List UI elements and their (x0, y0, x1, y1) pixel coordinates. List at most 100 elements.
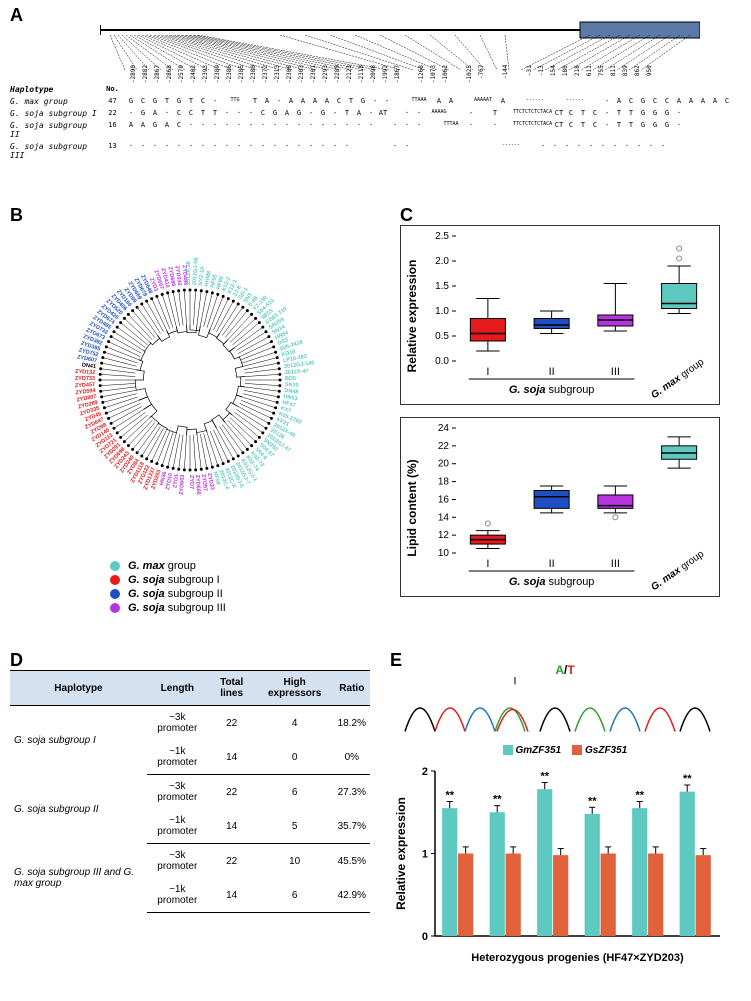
table-header: Ratio (334, 671, 370, 706)
table-header: Total lines (208, 671, 256, 706)
position-label: -2868 (161, 65, 173, 83)
position-label: -1867 (389, 65, 401, 83)
position-label: -2313 (269, 65, 281, 83)
position-label: 154 (545, 65, 557, 83)
circular-tree: 2012X-382012GJ-58NYZ-10HHM8HF55HF90K12-2… (10, 210, 370, 550)
svg-text:G. max group: G. max group (649, 356, 706, 401)
position-label: -2293 (317, 65, 329, 83)
svg-text:14: 14 (438, 512, 450, 523)
svg-text:ZYD733: ZYD733 (75, 376, 95, 382)
svg-text:**: ** (540, 771, 549, 783)
position-label: -2389 (209, 65, 221, 83)
svg-text:1.5: 1.5 (435, 281, 449, 292)
position-label: -2882 (137, 65, 149, 83)
position-label: -2118 (353, 65, 365, 83)
position-label: -13 (533, 65, 545, 83)
svg-text:**: ** (635, 790, 644, 802)
table-row: G. soja subgroup I~3k promoter22418.2% (10, 706, 370, 741)
position-label: -2890 (125, 65, 137, 83)
table-header: High expressors (256, 671, 334, 706)
svg-text:1.0: 1.0 (435, 306, 449, 317)
position-label: -1268 (413, 65, 425, 83)
position-label: -1062 (437, 65, 449, 83)
svg-text:24: 24 (438, 423, 450, 434)
panel-d: D HaplotypeLengthTotal linesHigh express… (10, 655, 370, 885)
legend-item: G. soja subgroup II (110, 588, 380, 600)
position-label: -2380 (245, 65, 257, 83)
table-row: G. soja subgroup III and G. max group~3k… (10, 844, 370, 879)
sequence-row: G. soja subgroup III13·········-········… (10, 142, 733, 160)
svg-text:10: 10 (438, 548, 450, 559)
svg-text:II: II (549, 366, 555, 378)
panel-d-label: D (10, 650, 23, 671)
svg-text:III: III (611, 366, 620, 378)
panel-b-label: B (10, 205, 23, 226)
position-label (449, 65, 461, 83)
svg-text:III: III (611, 558, 620, 570)
position-label: -2385 (233, 65, 245, 83)
position-label: -2393 (197, 65, 209, 83)
position-label: 755 (593, 65, 605, 83)
svg-text:16: 16 (438, 494, 450, 505)
position-label: 218 (569, 65, 581, 83)
svg-text:20: 20 (438, 459, 450, 470)
panel-c: C 0.00.51.01.52.02.5Relative expressionI… (400, 210, 735, 640)
svg-text:Lipid content (%): Lipid content (%) (405, 459, 419, 556)
chromatogram-label: A/T (390, 663, 740, 677)
position-label: 611 (581, 65, 593, 83)
svg-text:2.5: 2.5 (435, 231, 449, 242)
bar-chart: 012Relative expression************Hetero… (390, 756, 730, 966)
svg-text:ZYD603: ZYD603 (179, 475, 186, 496)
svg-text:2.0: 2.0 (435, 256, 449, 267)
position-label (485, 65, 497, 83)
svg-text:0.5: 0.5 (435, 331, 449, 342)
position-label: -767 (473, 65, 485, 83)
position-label: -2123 (341, 65, 353, 83)
sequence-row: G. max group47GCGTGTC-TTGTA-AAAACTG--TTA… (10, 97, 733, 106)
panel-b: B 2012X-382012GJ-58NYZ-10HHM8HF55HF90K12… (10, 210, 380, 640)
position-label: -2289 (329, 65, 341, 83)
svg-text:II: II (549, 558, 555, 570)
sequence-table: -2890-2882-2867-2868-2579-2402-2393-2389… (10, 65, 733, 163)
svg-text:Heterozygous progenies (HF47×Z: Heterozygous progenies (HF47×ZYD203) (471, 952, 684, 964)
position-label: -2402 (185, 65, 197, 83)
svg-text:18: 18 (438, 477, 450, 488)
table-row: G. soja subgroup II~3k promoter22627.3% (10, 775, 370, 810)
svg-text:**: ** (445, 790, 454, 802)
svg-text:ZYD132: ZYD132 (75, 369, 96, 376)
svg-text:2012X-47: 2012X-47 (285, 369, 309, 376)
position-label: 811 (605, 65, 617, 83)
legend-item: G. soja subgroup III (110, 602, 380, 614)
position-label: -2579 (173, 65, 185, 83)
boxplot-lipid: 1012141618202224Lipid content (%)IIIIIIG… (400, 417, 720, 597)
position-label: -144 (497, 65, 509, 83)
haplotype-header: Haplotype (10, 85, 100, 94)
position-label (509, 65, 521, 83)
svg-text:I: I (486, 558, 489, 570)
panel-e-label: E (390, 650, 402, 671)
position-label: -2303 (293, 65, 305, 83)
position-label: -2867 (149, 65, 161, 83)
position-label: 180 (557, 65, 569, 83)
table-header: Haplotype (10, 671, 147, 706)
position-label: 950 (641, 65, 653, 83)
panel-a: A -2890-2882-2867-2868-2579-2402-2393-23… (10, 5, 740, 195)
haplotype-table: HaplotypeLengthTotal linesHigh expressor… (10, 670, 370, 913)
svg-text:1: 1 (422, 849, 428, 861)
svg-text:0.0: 0.0 (435, 356, 449, 367)
position-label: -31 (521, 65, 533, 83)
position-label: -1073 (425, 65, 437, 83)
svg-text:Relative expression: Relative expression (394, 797, 408, 910)
position-label: -2301 (305, 65, 317, 83)
svg-text:2: 2 (422, 766, 428, 778)
position-label: -2386 (221, 65, 233, 83)
table-header: Length (147, 671, 208, 706)
position-label: -2372 (257, 65, 269, 83)
svg-text:**: ** (493, 794, 502, 806)
svg-text:22: 22 (438, 441, 450, 452)
legend-item: G. soja subgroup I (110, 574, 380, 586)
svg-text:ZYD666: ZYD666 (194, 475, 201, 496)
svg-text:ZYD457: ZYD457 (75, 382, 96, 389)
legend-item: G. max group (110, 560, 380, 572)
position-label: -2306 (281, 65, 293, 83)
